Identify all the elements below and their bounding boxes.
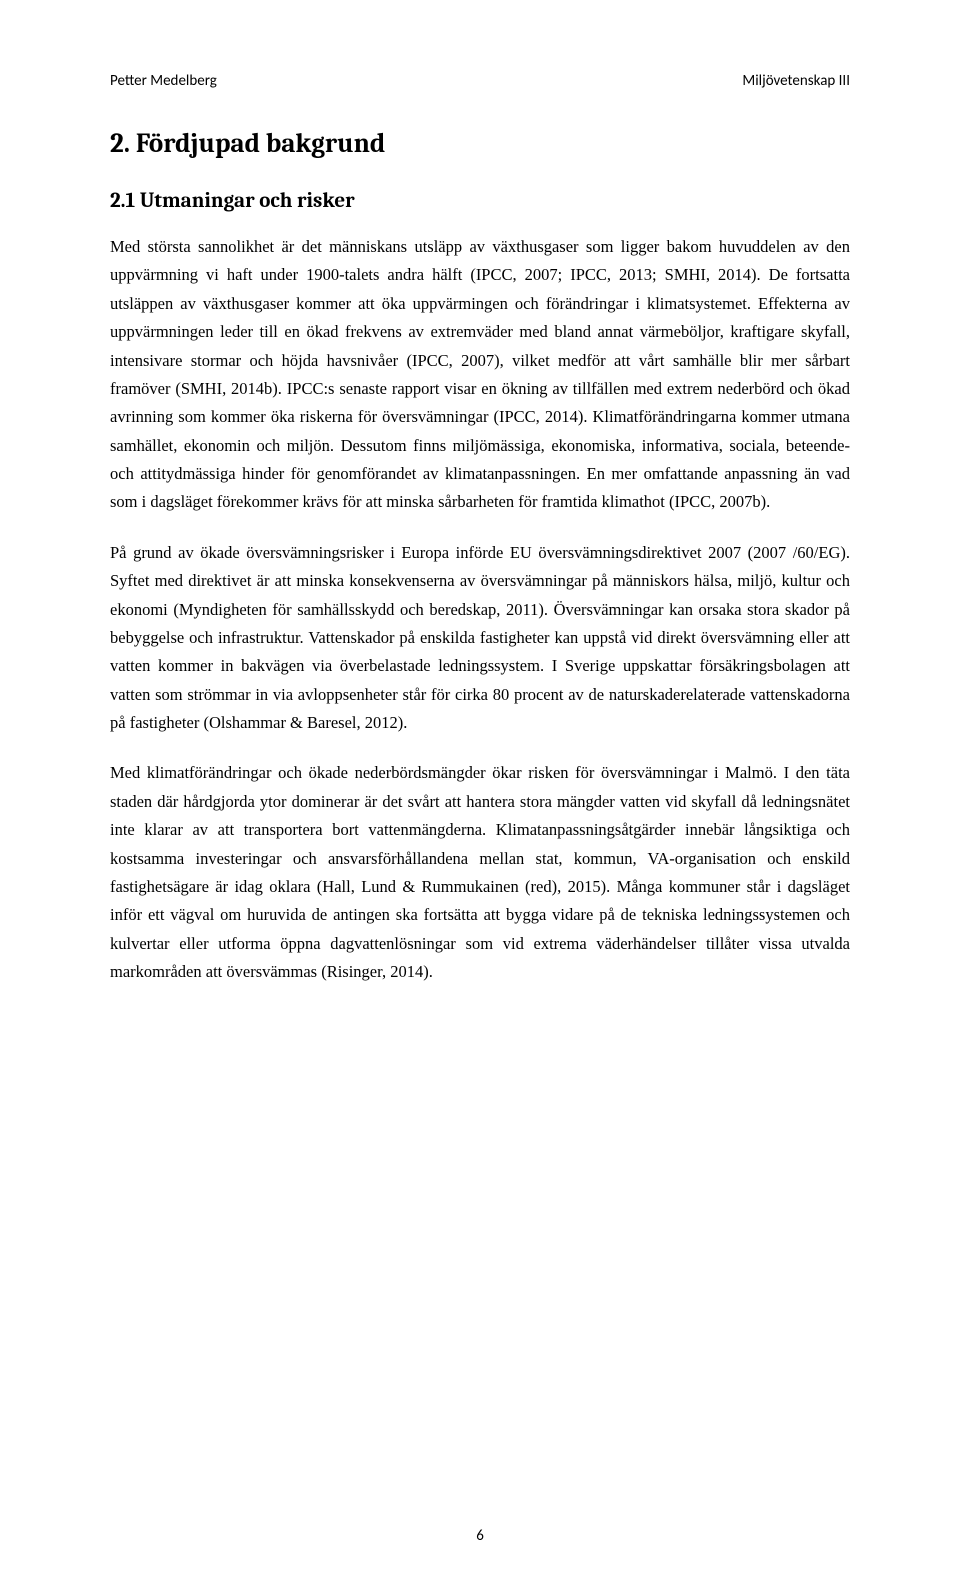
paragraph-2: På grund av ökade översvämningsrisker i … <box>110 539 850 738</box>
page-header: Petter Medelberg Miljövetenskap III <box>110 72 850 90</box>
section-heading: 2. Fördjupad bakgrund <box>110 128 850 159</box>
paragraph-1: Med största sannolikhet är det människan… <box>110 233 850 517</box>
paragraph-3: Med klimatförändringar och ökade nederbö… <box>110 759 850 986</box>
header-course: Miljövetenskap III <box>742 72 850 90</box>
header-author: Petter Medelberg <box>110 72 217 90</box>
page-number: 6 <box>476 1527 484 1545</box>
subsection-heading: 2.1 Utmaningar och risker <box>110 189 850 213</box>
